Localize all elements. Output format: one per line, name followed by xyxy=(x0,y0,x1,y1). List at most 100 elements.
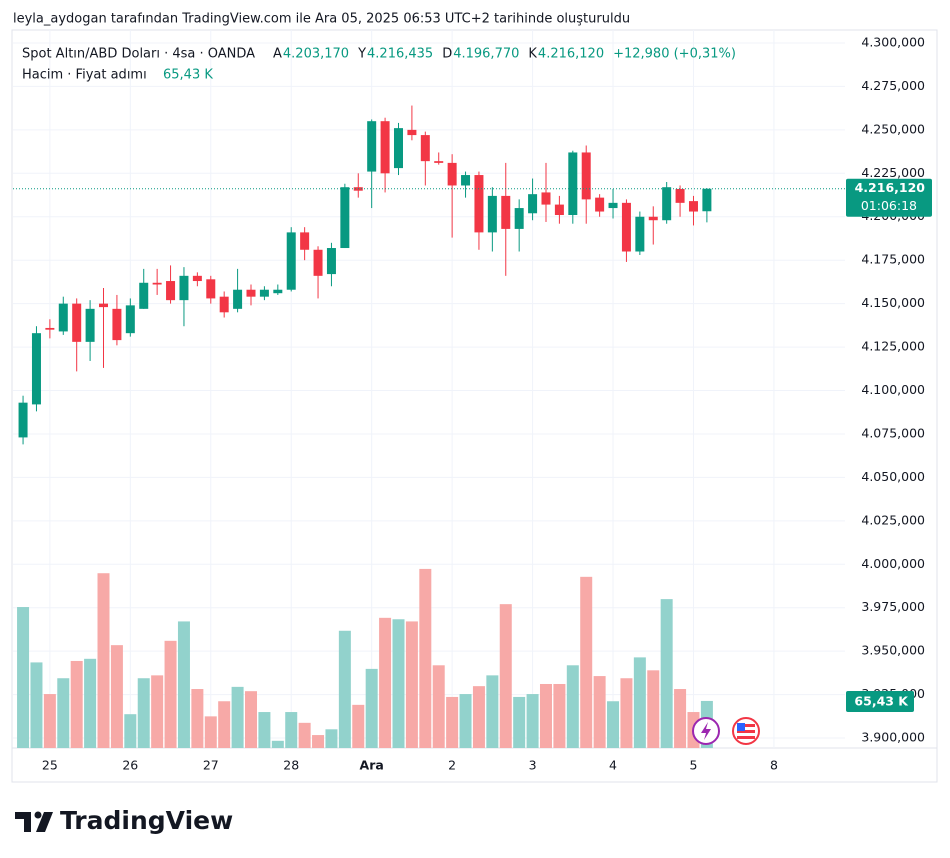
y-tick-label: 4.225,000 xyxy=(861,165,925,180)
logo-mark xyxy=(34,811,42,819)
volume-bar xyxy=(553,683,566,748)
candle-body xyxy=(514,208,524,229)
volume-bar xyxy=(432,665,445,748)
volume-value: 65,43 K xyxy=(163,68,213,83)
candle-body xyxy=(675,188,685,203)
candle-body xyxy=(554,204,564,216)
volume-bar xyxy=(231,686,244,748)
ohlc-key: K xyxy=(528,47,537,62)
candle-body xyxy=(259,289,269,297)
y-tick-label: 4.150,000 xyxy=(861,295,925,310)
candle-body xyxy=(393,128,403,169)
candle-body xyxy=(688,201,698,212)
legend: Spot Altın/ABD Doları · 4sa · OANDA Haci… xyxy=(22,47,736,83)
x-tick-label: 28 xyxy=(283,758,299,773)
candle-body xyxy=(367,121,377,172)
candle-body xyxy=(447,162,457,186)
volume-bar xyxy=(30,662,43,748)
volume-bar xyxy=(580,576,593,748)
volume-bar xyxy=(446,696,459,748)
candle-body xyxy=(461,175,471,186)
x-tick-label: 2 xyxy=(448,758,456,773)
change: +12,980 (+0,31%) xyxy=(613,47,736,62)
x-tick-label: 4 xyxy=(609,758,617,773)
candle-body xyxy=(621,202,631,252)
symbol: Spot Altın/ABD Doları · 4sa · OANDA xyxy=(22,47,255,62)
volume-bar xyxy=(459,694,472,748)
flag-stripe xyxy=(737,736,755,739)
candle-body xyxy=(487,195,497,233)
volume-bar xyxy=(593,676,606,748)
frame xyxy=(11,29,938,783)
candle-body xyxy=(340,187,350,249)
volume-bar xyxy=(245,691,258,748)
y-tick-label: 4.250,000 xyxy=(861,121,925,136)
volume-bar xyxy=(177,621,190,748)
ohlc-value: 4.216,120 xyxy=(538,47,604,62)
y-tick-label: 3.975,000 xyxy=(861,599,925,614)
y-tick-label: 4.125,000 xyxy=(861,339,925,354)
flag-stripe xyxy=(737,724,755,727)
flag-stripe xyxy=(737,730,755,733)
candle-body xyxy=(273,289,283,294)
y-tick-label: 3.900,000 xyxy=(861,730,925,745)
y-tick-label: 4.300,000 xyxy=(861,34,925,49)
volume-bar xyxy=(338,630,351,748)
volume-bar xyxy=(17,607,30,748)
volume-label-box xyxy=(846,690,914,712)
x-tick-label: 8 xyxy=(770,758,778,773)
candle-body xyxy=(407,129,417,136)
volume-bar xyxy=(137,678,150,748)
candle-body xyxy=(58,303,68,332)
ohlc-value: 4.196,770 xyxy=(453,47,519,62)
volume-bar xyxy=(124,714,137,748)
volume-bar xyxy=(312,735,325,748)
volume-bar xyxy=(191,689,204,748)
ohlc-key: Y xyxy=(357,47,366,62)
volume-label: 65,43 K xyxy=(854,693,909,708)
y-tick-label: 3.950,000 xyxy=(861,643,925,658)
y-tick-label: 4.050,000 xyxy=(861,469,925,484)
volume-bar xyxy=(633,657,646,748)
candle-body xyxy=(206,279,216,299)
y-tick-label: 4.025,000 xyxy=(861,512,925,527)
volume-bar xyxy=(620,678,633,748)
countdown-label: 01:06:18 xyxy=(861,198,917,213)
candle-body xyxy=(648,216,658,221)
volume-bar xyxy=(513,696,526,748)
candle-body xyxy=(300,232,310,250)
candle-body xyxy=(31,333,41,405)
volume-bar xyxy=(110,645,123,748)
event-icon-bolt xyxy=(701,722,711,740)
volume-bar xyxy=(486,675,499,748)
candle-body xyxy=(528,194,538,214)
volume-bar xyxy=(499,604,512,748)
y-tick-label: 4.275,000 xyxy=(861,78,925,93)
candle-body xyxy=(166,281,176,301)
brand: TradingView xyxy=(15,806,233,835)
candle-body xyxy=(326,248,336,275)
y-tick-label: 4.100,000 xyxy=(861,382,925,397)
candle-body xyxy=(286,232,296,290)
icons xyxy=(692,717,760,745)
volume-bar xyxy=(607,701,620,748)
volume-bar xyxy=(674,689,687,748)
x-tick-label: 5 xyxy=(690,758,698,773)
volume-bar xyxy=(258,712,271,748)
candle-body xyxy=(219,296,229,313)
candle-body xyxy=(139,282,149,309)
brand-name: TradingView xyxy=(60,806,233,835)
volume-bar xyxy=(151,675,164,748)
ohlc-key: A xyxy=(273,47,282,62)
volume-bar xyxy=(405,621,418,748)
candle-body xyxy=(380,121,390,174)
attribution: leyla_aydogan tarafından TradingView.com… xyxy=(13,12,630,27)
volume-bar xyxy=(539,683,552,748)
flag-canton xyxy=(737,723,745,731)
candle-body xyxy=(112,308,122,341)
logo-mark xyxy=(15,812,31,832)
volume-bar xyxy=(70,660,83,748)
volume-bar xyxy=(84,658,97,748)
price-label: 4.216,120 xyxy=(855,180,926,195)
